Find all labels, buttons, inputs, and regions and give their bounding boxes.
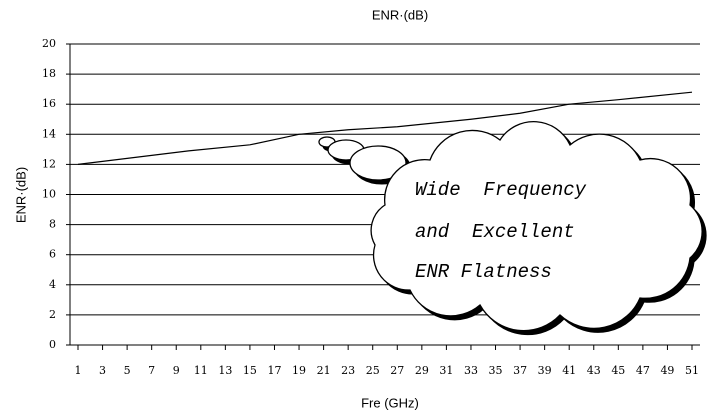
y-tick-label: 10 <box>42 188 56 201</box>
x-tick-label: 45 <box>611 364 625 377</box>
y-tick-label: 0 <box>49 338 56 351</box>
x-tick-label: 1 <box>75 364 82 377</box>
x-tick-label: 39 <box>538 364 552 377</box>
x-tick-label: 9 <box>173 364 180 377</box>
x-tick-label: 41 <box>562 364 576 377</box>
x-tick-label: 35 <box>489 364 503 377</box>
y-axis-title: ENR·(dB) <box>13 167 28 223</box>
data-line <box>77 91 693 165</box>
x-tick-label: 47 <box>636 364 650 377</box>
x-tick-label: 31 <box>439 364 453 377</box>
x-tick-label: 49 <box>660 364 674 377</box>
y-tick-label: 14 <box>42 127 56 140</box>
x-tick-label: 15 <box>243 364 257 377</box>
x-tick-label: 19 <box>292 364 306 377</box>
y-tick-label: 18 <box>42 67 56 80</box>
annotation: and Excellent <box>415 221 575 243</box>
x-tick-label: 37 <box>513 364 527 377</box>
x-tick-label: 13 <box>218 364 232 377</box>
x-tick-label: 51 <box>685 364 699 377</box>
x-tick-label: 25 <box>366 364 380 377</box>
x-tick-label: 27 <box>390 364 404 377</box>
x-tick-label: 43 <box>587 364 601 377</box>
y-tick-label: 12 <box>42 157 56 170</box>
x-tick-label: 11 <box>194 364 208 377</box>
y-tick-label: 8 <box>49 218 56 231</box>
y-tick-label: 20 <box>42 37 56 50</box>
x-tick-label: 17 <box>267 364 281 377</box>
cloud-body <box>318 121 703 332</box>
y-tick-label: 4 <box>49 278 56 291</box>
x-tick-label: 23 <box>341 364 355 377</box>
y-tick-label: 6 <box>49 248 56 261</box>
x-tick-label: 7 <box>148 364 155 377</box>
thought-cloud: Wide Frequency and Excellent ENR Flatnes… <box>318 121 707 336</box>
x-tick-label: 21 <box>317 364 331 377</box>
x-tick-label: 33 <box>464 364 478 377</box>
x-tick-label: 29 <box>415 364 429 377</box>
annotation: ENR Flatness <box>415 261 552 283</box>
x-tick-label: 3 <box>99 364 106 377</box>
chart-title: ENR·(dB) <box>372 7 428 22</box>
x-axis-title: Fre (GHz) <box>361 395 419 410</box>
x-tick-label: 5 <box>124 364 131 377</box>
y-tick-label: 16 <box>42 97 56 110</box>
annotation: Wide Frequency <box>415 179 587 201</box>
y-tick-label: 2 <box>49 308 56 321</box>
